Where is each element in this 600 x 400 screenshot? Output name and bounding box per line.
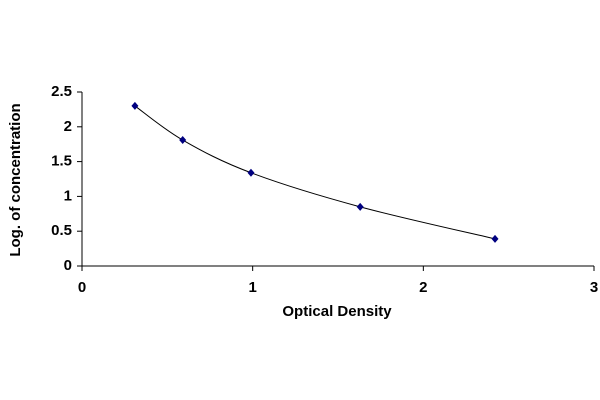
x-tick-label: 3 xyxy=(590,279,598,296)
data-point xyxy=(356,202,364,211)
y-tick-label: 2.5 xyxy=(51,83,72,100)
y-tick-label: 1.5 xyxy=(51,153,72,170)
fit-line xyxy=(134,105,496,240)
data-point xyxy=(131,101,139,110)
y-axis-label: Log. of concentration xyxy=(7,103,24,256)
y-tick-label: 2 xyxy=(64,118,72,135)
x-tick-label: 2 xyxy=(419,279,427,296)
data-point xyxy=(247,168,255,177)
y-tick-label: 0.5 xyxy=(51,222,72,239)
x-tick-label: 0 xyxy=(78,279,86,296)
x-axis-label: Optical Density xyxy=(282,303,392,320)
y-tick-label: 0 xyxy=(64,257,72,274)
data-point xyxy=(179,136,187,145)
x-tick-label: 1 xyxy=(248,279,256,296)
y-tick-label: 1 xyxy=(64,187,72,204)
data-point xyxy=(491,234,499,243)
